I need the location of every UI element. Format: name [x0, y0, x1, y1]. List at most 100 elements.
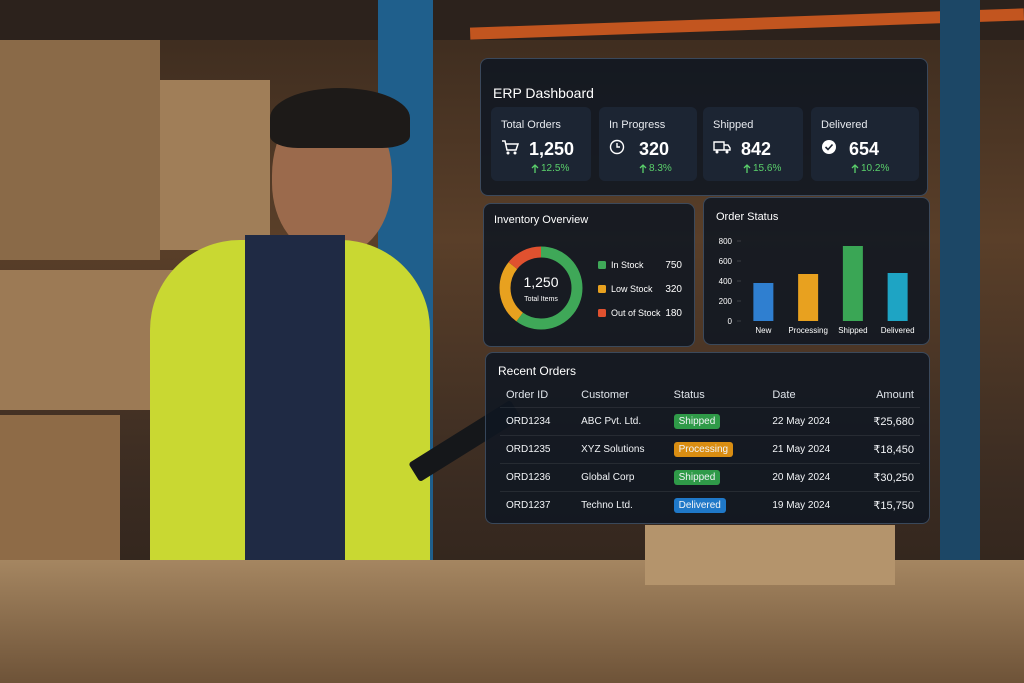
- cell: ABC Pvt. Ltd.: [575, 407, 668, 436]
- legend-swatch: [598, 309, 606, 317]
- box: [160, 80, 270, 250]
- order-row[interactable]: ORD1235 XYZ Solutions Processing 21 May …: [500, 435, 920, 464]
- bar: [842, 246, 863, 321]
- up-arrow: [851, 164, 859, 173]
- header-row: Order ID Customer Status Date Amount: [500, 385, 920, 408]
- kpi-value: 654: [849, 139, 880, 159]
- donut-center-value: 1,250: [523, 274, 558, 290]
- recent-orders-panel: Recent Orders Order ID Customer Status D…: [485, 352, 930, 524]
- kpi-card[interactable]: Delivered 654 10.2%: [811, 107, 919, 181]
- column-header: Amount: [876, 389, 914, 401]
- order-status-chart: Order Status 0 200 400 600 800 New Processing S…: [716, 211, 915, 335]
- x-tick-label: Shipped: [838, 326, 867, 335]
- kpi-panel: ERP Dashboard Total Orders 1,250 12.5% I…: [480, 58, 928, 196]
- legend-label: In Stock: [611, 260, 644, 270]
- y-tick-label: 0: [728, 317, 733, 326]
- status-badge: Delivered: [673, 498, 726, 513]
- person-hair: [270, 88, 410, 148]
- column-header: Customer: [581, 389, 629, 401]
- kpi-label: Total Orders: [501, 119, 561, 131]
- kpi-value: 1,250: [529, 139, 575, 159]
- y-tick-label: 800: [719, 237, 733, 246]
- kpi-change: 10.2%: [861, 163, 890, 174]
- check-icon: [822, 140, 836, 154]
- cell: ₹18,450: [867, 435, 920, 464]
- x-tick-label: Delivered: [881, 326, 915, 335]
- inventory-chart: Inventory Overview 1,250 Total Items In …: [494, 214, 682, 330]
- cell: Shipped: [667, 407, 767, 436]
- up-arrow: [531, 164, 539, 173]
- kpi-label: Delivered: [821, 119, 868, 131]
- order-status-panel: Order Status 0 200 400 600 800 New Processing S…: [703, 197, 930, 345]
- cell: ORD1235: [500, 435, 576, 464]
- clock-icon: [609, 139, 625, 155]
- orders-table: Order ID Customer Status Date Amount ORD…: [500, 385, 920, 519]
- cell: XYZ Solutions: [575, 435, 668, 464]
- panel-title: Order Status: [716, 211, 779, 223]
- box: [0, 415, 120, 565]
- legend-label: Low Stock: [611, 284, 653, 294]
- column-header: Status: [673, 389, 705, 401]
- cell: ORD1234: [500, 407, 576, 436]
- kpi-change: 8.3%: [649, 163, 672, 174]
- legend-value: 320: [665, 284, 682, 295]
- donut-segment: [499, 246, 583, 330]
- cell: ₹30,250: [867, 463, 920, 492]
- bar: [753, 283, 774, 321]
- foreground-box: [645, 525, 895, 585]
- cell: 22 May 2024: [766, 407, 868, 436]
- panel-title: Recent Orders: [498, 364, 577, 378]
- donut-center-label: Total Items: [524, 296, 558, 303]
- x-tick-label: Processing: [788, 326, 828, 335]
- x-tick-label: New: [755, 326, 771, 335]
- status-badge: Shipped: [673, 470, 721, 485]
- kpi-change: 12.5%: [541, 163, 570, 174]
- legend-label: Out of Stock: [611, 308, 661, 318]
- inventory-panel: Inventory Overview 1,250 Total Items In …: [483, 203, 695, 347]
- up-arrow: [639, 164, 647, 173]
- truck-icon: [713, 141, 731, 154]
- order-row[interactable]: ORD1236 Global Corp Shipped 20 May 2024 …: [500, 463, 920, 492]
- cell: Techno Ltd.: [575, 491, 668, 519]
- legend-swatch: [598, 261, 606, 269]
- donut-segment: [499, 246, 583, 330]
- rack-column: [940, 0, 980, 560]
- up-arrow: [743, 164, 751, 173]
- y-tick-label: 200: [719, 297, 733, 306]
- cell: Processing: [667, 435, 767, 464]
- status-badge: Shipped: [673, 414, 721, 429]
- kpi-label: In Progress: [609, 119, 666, 131]
- kpi-label: Shipped: [713, 119, 754, 131]
- cell: 19 May 2024: [766, 491, 868, 519]
- cell: Global Corp: [575, 463, 668, 492]
- panel-title: Inventory Overview: [494, 214, 588, 226]
- y-tick-label: 600: [719, 257, 733, 266]
- column-header: Date: [772, 389, 796, 401]
- legend-swatch: [598, 285, 606, 293]
- kpi-card[interactable]: In Progress 320 8.3%: [599, 107, 697, 181]
- cell: Shipped: [667, 463, 767, 492]
- legend-value: 180: [665, 308, 682, 319]
- cell: ORD1236: [500, 463, 576, 492]
- order-row[interactable]: ORD1234 ABC Pvt. Ltd. Shipped 22 May 202…: [500, 407, 920, 436]
- kpi-change: 15.6%: [753, 163, 782, 174]
- kpi-card[interactable]: Shipped 842 15.6%: [703, 107, 803, 181]
- legend-value: 750: [665, 260, 682, 271]
- kpi-value: 842: [741, 139, 772, 159]
- order-row[interactable]: ORD1237 Techno Ltd. Delivered 19 May 202…: [500, 491, 920, 519]
- cart-icon: [502, 140, 519, 155]
- cell: Delivered: [667, 491, 767, 519]
- bar: [798, 274, 819, 321]
- cell: 21 May 2024: [766, 435, 868, 464]
- dashboard-title: ERP Dashboard: [493, 85, 594, 101]
- y-tick-label: 400: [719, 277, 733, 286]
- kpi-value: 320: [639, 139, 670, 159]
- box: [0, 40, 160, 260]
- bar: [887, 273, 908, 321]
- column-header: Order ID: [506, 389, 549, 401]
- cell: ₹15,750: [867, 491, 920, 519]
- kpi-card[interactable]: Total Orders 1,250 12.5%: [491, 107, 591, 181]
- cell: 20 May 2024: [766, 463, 868, 492]
- cell: ORD1237: [500, 491, 576, 519]
